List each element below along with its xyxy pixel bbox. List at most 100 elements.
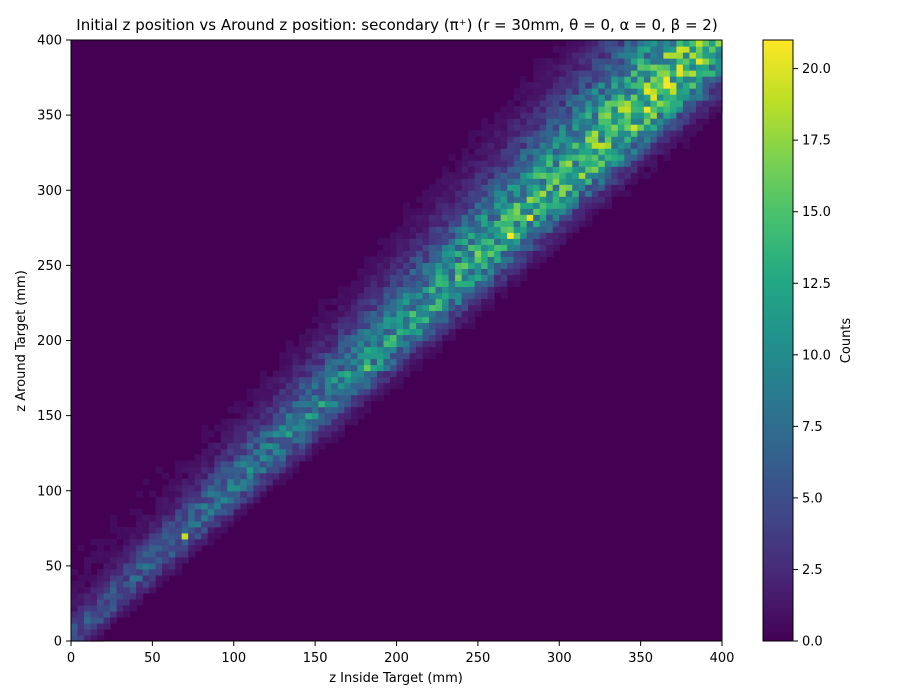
heatmap-cell — [565, 94, 573, 101]
heatmap-cell — [285, 400, 293, 408]
heatmap-cell — [572, 136, 580, 143]
heatmap-cell — [455, 250, 463, 257]
heatmap-cell — [188, 490, 196, 498]
heatmap-cell — [350, 334, 359, 342]
heatmap-cell — [455, 202, 463, 209]
heatmap-cell — [617, 172, 625, 179]
heatmap-cell — [116, 568, 124, 576]
heatmap-cell — [637, 166, 645, 173]
heatmap-cell — [526, 166, 534, 173]
heatmap-cell — [396, 286, 404, 294]
heatmap-cell — [110, 544, 118, 552]
heatmap-cell — [396, 352, 404, 360]
heatmap-cell — [285, 448, 293, 456]
heatmap-cell — [630, 124, 638, 131]
heatmap-cell — [637, 64, 645, 71]
heatmap-cell — [494, 268, 502, 275]
heatmap-cell — [533, 178, 541, 185]
heatmap-cell — [422, 220, 430, 227]
heatmap-cell — [630, 82, 638, 89]
heatmap-cell — [500, 256, 508, 263]
heatmap-cell — [429, 262, 437, 269]
heatmap-cell — [507, 178, 515, 185]
heatmap-cell — [624, 40, 632, 47]
heatmap-cell — [194, 484, 202, 492]
heatmap-cell — [442, 328, 450, 336]
heatmap-cell — [487, 208, 495, 215]
heatmap-cell — [546, 124, 554, 131]
heatmap-cell — [663, 124, 671, 131]
heatmap-cell — [285, 436, 293, 444]
heatmap-cell — [383, 286, 391, 294]
heatmap-cell — [324, 406, 332, 414]
heatmap-cell — [455, 232, 463, 239]
heatmap-cell — [383, 364, 391, 372]
heatmap-cell — [611, 130, 619, 137]
heatmap-cell — [630, 160, 638, 167]
heatmap-cell — [389, 274, 398, 281]
heatmap-cell — [220, 466, 228, 474]
heatmap-cell — [572, 202, 580, 209]
heatmap-cell — [474, 172, 482, 179]
heatmap-cell — [162, 484, 170, 492]
heatmap-cell — [344, 400, 352, 408]
heatmap-cell — [110, 514, 118, 522]
heatmap-cell — [624, 70, 632, 77]
heatmap-cell — [396, 268, 404, 275]
heatmap-cell — [461, 226, 469, 233]
x-tick-label: 350 — [628, 651, 653, 666]
heatmap-cell — [175, 556, 183, 564]
heatmap-cell — [650, 154, 658, 161]
heatmap-cell — [637, 52, 645, 59]
heatmap-cell — [376, 352, 385, 360]
heatmap-cell — [116, 544, 124, 552]
heatmap-cell — [559, 208, 567, 215]
heatmap-cell — [363, 370, 372, 378]
colorbar-ticks: 0.02.55.07.510.012.515.017.520.0 — [793, 62, 831, 650]
heatmap-cell — [416, 346, 424, 354]
heatmap-cell — [240, 478, 248, 486]
heatmap-cell — [715, 70, 723, 77]
heatmap-cell — [240, 496, 248, 504]
heatmap-cell — [513, 238, 521, 245]
heatmap-cell — [194, 526, 202, 534]
heatmap-cell — [468, 142, 476, 149]
heatmap-cell — [552, 178, 560, 185]
heatmap-cell — [311, 436, 319, 444]
heatmap-cell — [292, 460, 300, 468]
heatmap-cell — [468, 256, 476, 263]
heatmap-cell — [370, 358, 378, 366]
heatmap-cell — [604, 40, 612, 47]
heatmap-cell — [84, 574, 92, 582]
heatmap-cell — [487, 298, 495, 306]
heatmap-cell — [389, 232, 398, 239]
heatmap-cell — [513, 274, 521, 281]
heatmap-cell — [149, 514, 157, 522]
heatmap-cell — [546, 202, 554, 209]
heatmap-cell — [533, 208, 541, 215]
heatmap-cell — [240, 430, 248, 438]
heatmap-cell — [520, 106, 528, 113]
heatmap-cell — [136, 544, 144, 552]
heatmap-cell — [481, 148, 489, 155]
heatmap-cell — [383, 256, 391, 263]
heatmap-cell — [422, 316, 430, 324]
heatmap-cell — [637, 118, 645, 125]
heatmap-cell — [214, 526, 222, 534]
heatmap-cell — [591, 40, 599, 47]
heatmap-cell — [702, 64, 710, 71]
heatmap-cell — [468, 298, 476, 306]
heatmap-cell — [715, 76, 723, 83]
heatmap-cell — [520, 94, 528, 101]
heatmap-cell — [630, 70, 638, 77]
heatmap-cell — [650, 58, 658, 65]
heatmap-cell — [559, 100, 567, 107]
heatmap-cell — [578, 196, 586, 203]
heatmap-cell — [233, 406, 241, 414]
heatmap-cell — [220, 508, 228, 516]
heatmap-cell — [461, 292, 469, 300]
heatmap-cell — [630, 94, 638, 101]
heatmap-cell — [578, 82, 586, 89]
heatmap-cell — [259, 478, 267, 486]
heatmap-cell — [526, 178, 534, 185]
